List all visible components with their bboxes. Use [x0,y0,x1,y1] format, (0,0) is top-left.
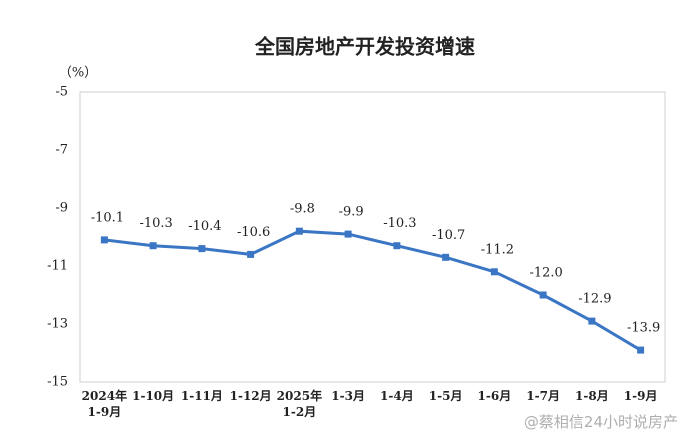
marker [539,291,547,299]
x-tick-label: 1-12月 [229,389,272,403]
value-label: -13.9 [627,321,660,336]
marker [149,242,157,250]
marker [393,242,401,250]
x-tick-label: 1-6月 [477,389,512,403]
y-tick-label: -7 [55,143,68,158]
value-label: -12.9 [578,292,611,307]
chart-title: 全国房地产开发投资增速 [254,35,475,59]
value-label: -9.8 [290,202,315,217]
y-tick-label: -13 [47,317,68,332]
watermark: @蔡相信24小时说房产 [523,413,678,431]
x-tick-label: 1-8月 [575,389,609,403]
line [104,229,642,352]
x-tick-label: 1-11月 [180,389,223,403]
marker [588,317,596,325]
marker [442,253,450,261]
x-tick-label: 1-7月 [526,389,560,403]
x-tick-label: 2024年 1-9月 [81,389,128,419]
marker [100,236,108,244]
y-tick-label: -11 [47,259,68,274]
marker [490,268,498,276]
value-label: -12.0 [529,266,562,281]
x-tick-label: 1-3月 [331,389,365,403]
marker [198,245,206,253]
x-tick-label: 2025年 1-2月 [276,389,323,419]
value-label: -10.7 [432,228,465,243]
marker [344,230,352,238]
plot-frame [79,91,666,383]
y-tick-label: -15 [47,375,68,390]
x-tick-label: 1-4月 [380,389,414,403]
y-tick-label: -9 [55,201,68,216]
marker [295,227,303,235]
value-label: -11.2 [481,242,514,257]
value-label: -10.3 [383,216,416,231]
value-label: -9.9 [339,205,364,220]
value-label: -10.6 [237,225,270,240]
x-tick-label: 1-5月 [428,389,463,403]
value-label: -10.3 [139,216,172,231]
x-tick-label: 1-9月 [623,389,658,403]
y-unit: （%） [59,66,97,81]
value-label: -10.4 [188,219,221,234]
y-tick-label: -5 [55,85,68,100]
marker [247,250,255,258]
x-tick-label: 1-10月 [132,389,175,403]
value-label: -10.1 [91,210,124,225]
marker [637,346,645,354]
